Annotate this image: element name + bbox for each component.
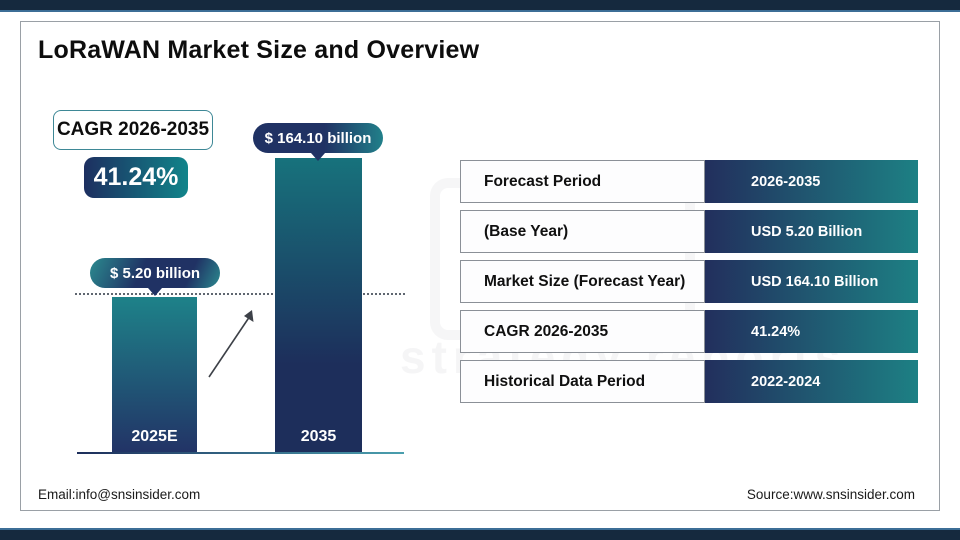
- bottom-accent-line: [0, 528, 960, 530]
- reference-dotted-line: [75, 293, 405, 295]
- row-value: USD 5.20 Billion: [705, 210, 918, 253]
- table-row: Forecast Period 2026-2035: [460, 160, 918, 203]
- row-value: USD 164.10 Billion: [705, 260, 918, 303]
- row-value: 41.24%: [705, 310, 918, 353]
- row-label: Forecast Period: [460, 160, 705, 203]
- row-value: 2022-2024: [705, 360, 918, 403]
- table-row: (Base Year) USD 5.20 Billion: [460, 210, 918, 253]
- table-row: Market Size (Forecast Year) USD 164.10 B…: [460, 260, 918, 303]
- table-row: Historical Data Period 2022-2024: [460, 360, 918, 403]
- footer-email: Email:info@snsinsider.com: [38, 487, 201, 502]
- value-callout-2025: $ 5.20 billion: [90, 258, 220, 288]
- bar-2035-label: 2035: [300, 428, 337, 445]
- row-label: Market Size (Forecast Year): [460, 260, 705, 303]
- row-value: 2026-2035: [705, 160, 918, 203]
- page-title: LoRaWAN Market Size and Overview: [38, 36, 480, 64]
- bar-2025e-label: 2025E: [131, 428, 178, 445]
- top-navy-bar: [0, 0, 960, 10]
- footer-source: Source:www.snsinsider.com: [746, 487, 915, 502]
- row-label: Historical Data Period: [460, 360, 705, 403]
- cagr-period-box: CAGR 2026-2035: [53, 110, 213, 150]
- bottom-navy-bar: [0, 530, 960, 540]
- market-info-table: Forecast Period 2026-2035 (Base Year) US…: [460, 160, 918, 410]
- bar-2035: 2035: [275, 158, 362, 453]
- growth-arrow-icon: [208, 310, 254, 378]
- row-label: (Base Year): [460, 210, 705, 253]
- row-label: CAGR 2026-2035: [460, 310, 705, 353]
- top-accent-line: [0, 10, 960, 12]
- table-row: CAGR 2026-2035 41.24%: [460, 310, 918, 353]
- chart-baseline: [77, 452, 404, 454]
- cagr-value-badge: 41.24%: [84, 157, 188, 198]
- value-callout-2035: $ 164.10 billion: [253, 123, 383, 153]
- bar-2025e: 2025E: [112, 297, 197, 453]
